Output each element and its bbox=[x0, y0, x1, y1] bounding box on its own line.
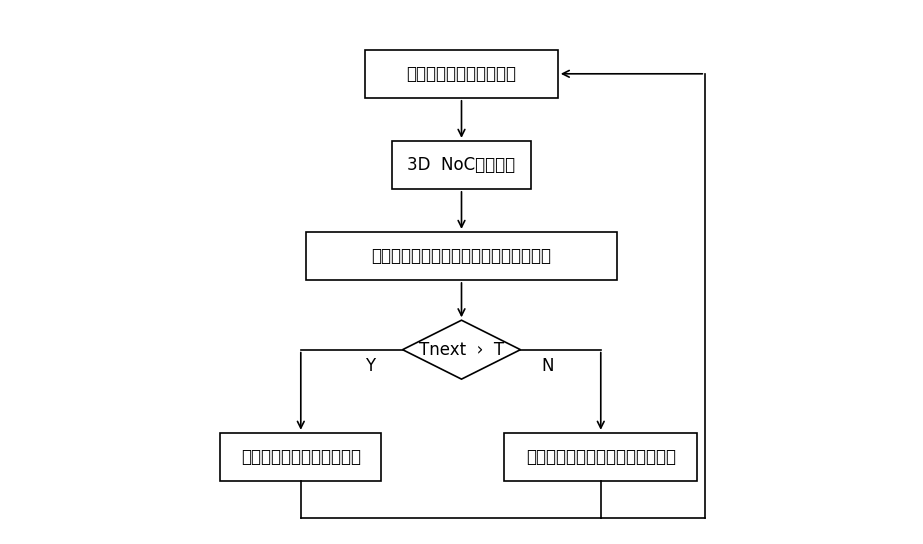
Text: Tnext  ›  T: Tnext › T bbox=[419, 341, 504, 358]
Text: N: N bbox=[541, 357, 554, 375]
FancyBboxPatch shape bbox=[392, 141, 531, 189]
Text: 3D  NoC系统运行: 3D NoC系统运行 bbox=[407, 156, 516, 174]
FancyBboxPatch shape bbox=[221, 432, 381, 481]
FancyBboxPatch shape bbox=[504, 432, 697, 481]
Text: Y: Y bbox=[366, 357, 376, 375]
Text: 将相应区域的时钟频率恢复至原值: 将相应区域的时钟频率恢复至原值 bbox=[526, 448, 676, 466]
Polygon shape bbox=[402, 320, 521, 379]
Text: 系统运行前合理划分区域: 系统运行前合理划分区域 bbox=[406, 65, 517, 83]
Text: 温度预测模块收集必要信息进行温度预测: 温度预测模块收集必要信息进行温度预测 bbox=[371, 247, 552, 265]
FancyBboxPatch shape bbox=[306, 232, 617, 280]
FancyBboxPatch shape bbox=[366, 50, 557, 98]
Text: 将相应区域的时钟频率降低: 将相应区域的时钟频率降低 bbox=[241, 448, 361, 466]
